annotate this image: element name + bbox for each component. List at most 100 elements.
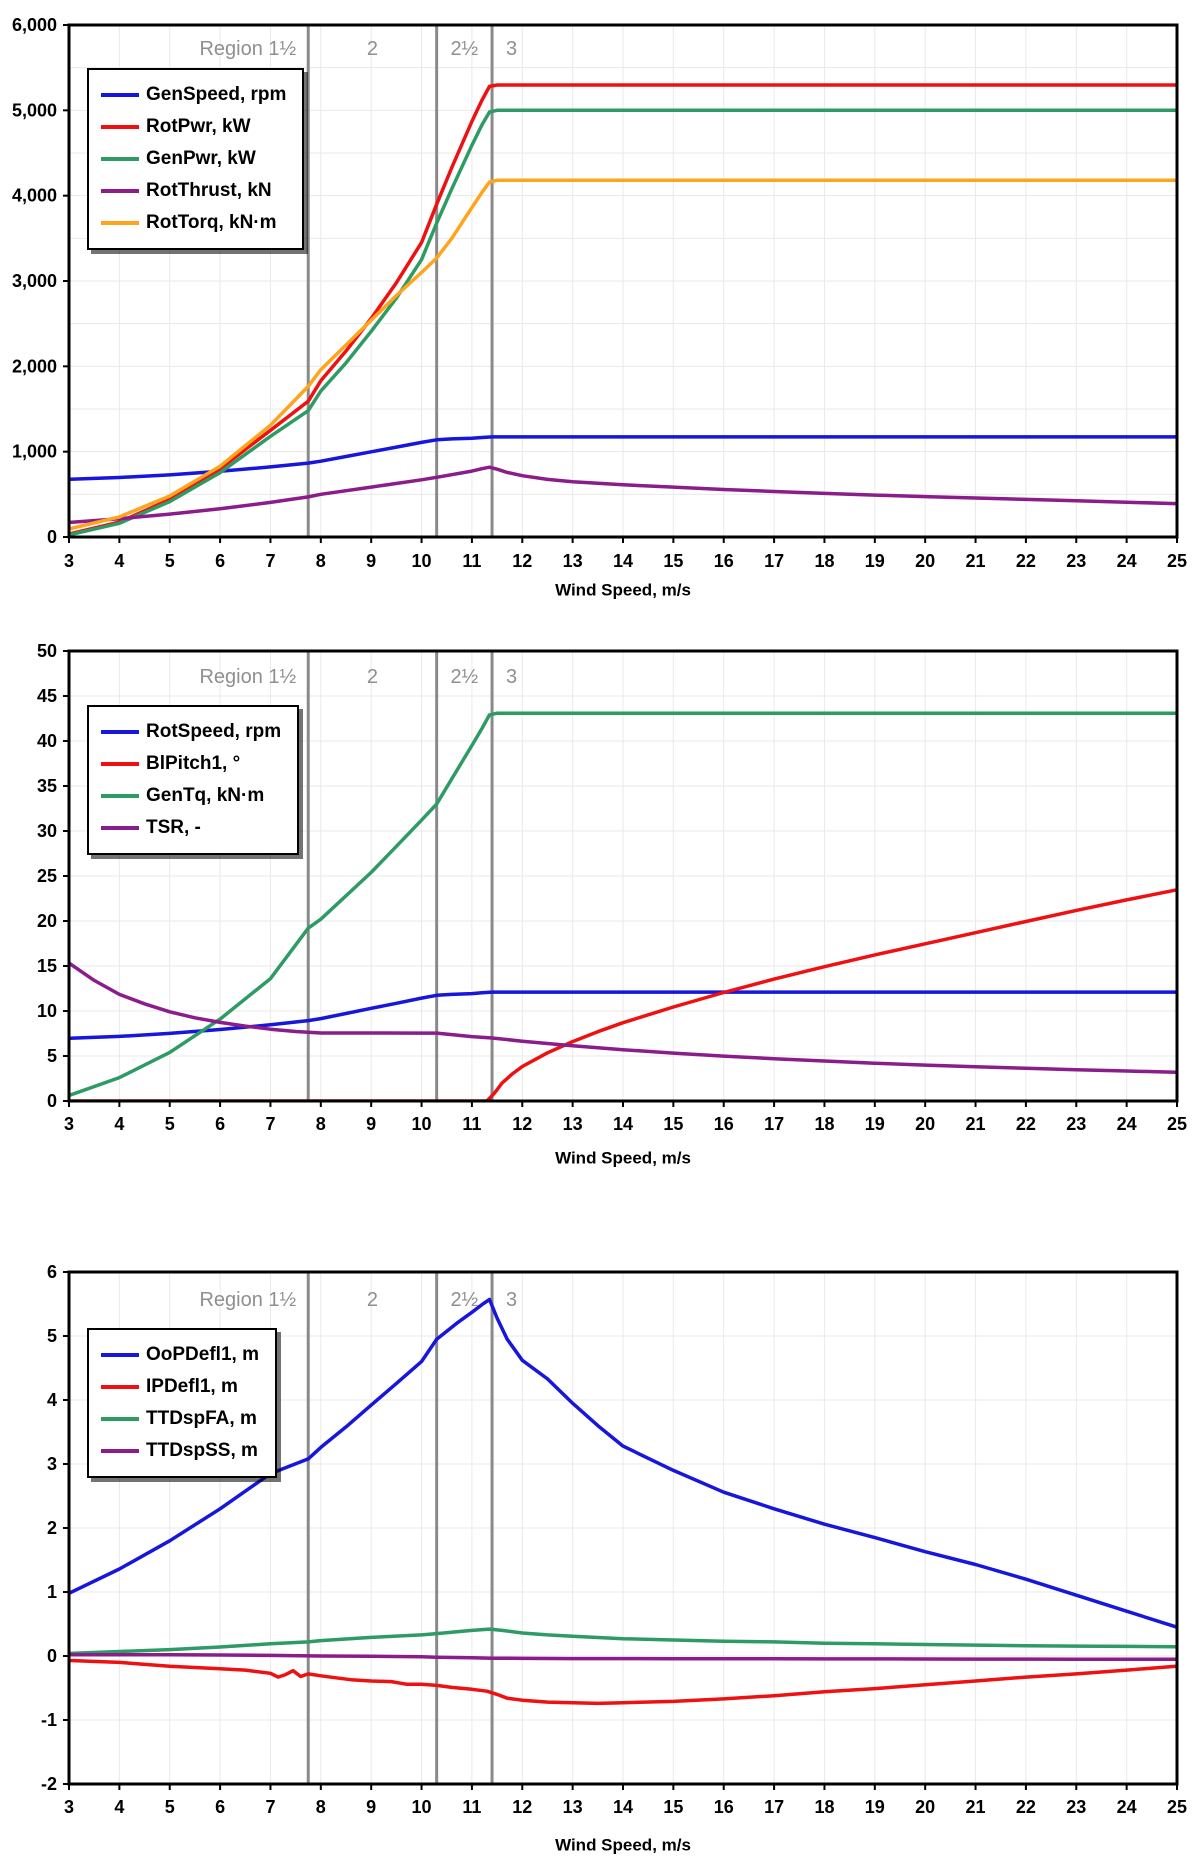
x-tick-label: 23	[1066, 1797, 1086, 1817]
x-tick-label: 6	[215, 1797, 225, 1817]
x-tick-label: 21	[966, 1797, 986, 1817]
region-label: 3	[506, 38, 517, 60]
x-tick-label: 3	[64, 551, 74, 571]
y-tick-label: 2,000	[12, 356, 57, 376]
region-label: 3	[506, 1289, 517, 1311]
series-line-oopdefl1	[70, 1297, 1176, 1629]
legend-line-sample	[101, 93, 139, 97]
y-tick-label: 30	[37, 821, 57, 841]
x-tick-label: 12	[512, 1797, 532, 1817]
x-tick-label: 18	[814, 551, 834, 571]
series-line-gentq	[70, 711, 1176, 1098]
x-tick-label: 22	[1016, 551, 1036, 571]
legend-label: IPDefl1, m	[146, 1376, 238, 1397]
series-line-ipdefl1	[70, 1658, 1176, 1706]
x-tick-label: 4	[114, 1114, 124, 1134]
legend-label: TSR, -	[146, 817, 201, 838]
region-label: Region 1½	[199, 38, 296, 60]
x-axis-title: Wind Speed, m/s	[555, 1836, 691, 1855]
legend-row: RotPwr, kW	[101, 111, 286, 143]
x-tick-label: 13	[563, 1114, 583, 1134]
legend-label: RotPwr, kW	[146, 116, 251, 137]
series-line-genspeed	[70, 435, 1176, 482]
x-tick-label: 7	[265, 551, 275, 571]
region-label: 2	[367, 666, 378, 688]
x-tick-label: 17	[764, 1797, 784, 1817]
x-tick-label: 13	[563, 551, 583, 571]
legend-row: IPDefl1, m	[101, 1371, 259, 1403]
series-line-genpwr	[70, 108, 1176, 536]
legend-label: GenTq, kN·m	[146, 785, 265, 806]
legend-line-sample	[101, 826, 139, 830]
x-tick-label: 22	[1016, 1797, 1036, 1817]
x-tick-label: 15	[663, 551, 683, 571]
x-tick-label: 25	[1167, 1797, 1187, 1817]
legend-label: OoPDefl1, m	[146, 1344, 259, 1365]
x-tick-label: 14	[613, 1114, 633, 1134]
x-tick-label: 18	[814, 1797, 834, 1817]
legend-label: RotTorq, kN·m	[146, 212, 277, 233]
legend-row: RotSpeed, rpm	[101, 716, 281, 748]
x-tick-label: 10	[412, 551, 432, 571]
legend-row: TSR, -	[101, 812, 281, 844]
x-tick-label: 11	[462, 551, 481, 571]
legend-row: GenPwr, kW	[101, 143, 286, 175]
legend-label: TTDspFA, m	[146, 1408, 257, 1429]
y-tick-label: 4,000	[12, 186, 57, 206]
x-tick-label: 17	[764, 551, 784, 571]
x-tick-label: 5	[165, 1797, 175, 1817]
x-tick-label: 22	[1016, 1114, 1036, 1134]
region-label: 2½	[450, 666, 478, 688]
x-tick-label: 20	[915, 551, 935, 571]
region-label: 2	[367, 38, 378, 60]
y-tick-label: -2	[41, 1774, 57, 1794]
y-tick-label: 5,000	[12, 100, 57, 120]
y-tick-label: 6,000	[12, 15, 57, 35]
x-tick-label: 14	[613, 551, 633, 571]
region-label: 3	[506, 666, 517, 688]
series-line-blpitch1	[70, 888, 1176, 1100]
x-tick-label: 9	[366, 1114, 376, 1134]
legend-line-sample	[101, 1353, 139, 1357]
y-tick-label: 50	[37, 641, 57, 661]
x-tick-label: 4	[114, 551, 124, 571]
x-tick-label: 15	[663, 1114, 683, 1134]
y-tick-label: 20	[37, 911, 57, 931]
x-tick-label: 9	[366, 551, 376, 571]
legend-row: RotTorq, kN·m	[101, 207, 286, 239]
y-tick-label: 40	[37, 731, 57, 751]
x-tick-label: 10	[412, 1114, 432, 1134]
region-label: 2½	[450, 38, 478, 60]
y-tick-label: 1,000	[12, 442, 57, 462]
y-tick-label: 6	[47, 1262, 57, 1282]
legend-label: BlPitch1, °	[146, 753, 241, 774]
legend-line-sample	[101, 1417, 139, 1421]
y-tick-label: -1	[41, 1710, 57, 1730]
x-tick-label: 16	[714, 1114, 734, 1134]
y-tick-label: 0	[47, 1091, 57, 1111]
legend-line-sample	[101, 1385, 139, 1389]
legend-label: GenPwr, kW	[146, 148, 256, 169]
legend-label: GenSpeed, rpm	[146, 84, 287, 105]
x-tick-label: 6	[215, 1114, 225, 1134]
legend-line-sample	[101, 730, 139, 734]
y-tick-label: 10	[37, 1001, 57, 1021]
x-tick-label: 20	[915, 1114, 935, 1134]
x-tick-label: 17	[764, 1114, 784, 1134]
legend-label: RotSpeed, rpm	[146, 721, 282, 742]
x-axis-title: Wind Speed, m/s	[555, 1149, 691, 1168]
x-tick-label: 4	[114, 1797, 124, 1817]
legend-row: BlPitch1, °	[101, 748, 281, 780]
legend-line-sample	[101, 157, 139, 161]
series-line-ttdspss	[70, 1652, 1176, 1661]
x-tick-label: 16	[714, 1797, 734, 1817]
x-tick-label: 25	[1167, 1114, 1187, 1134]
x-tick-label: 25	[1167, 551, 1187, 571]
x-tick-label: 10	[412, 1797, 432, 1817]
x-tick-label: 20	[915, 1797, 935, 1817]
legend-label: TTDspSS, m	[146, 1440, 258, 1461]
x-tick-label: 18	[814, 1114, 834, 1134]
legend-line-sample	[101, 221, 139, 225]
legend-row: TTDspSS, m	[101, 1435, 259, 1467]
